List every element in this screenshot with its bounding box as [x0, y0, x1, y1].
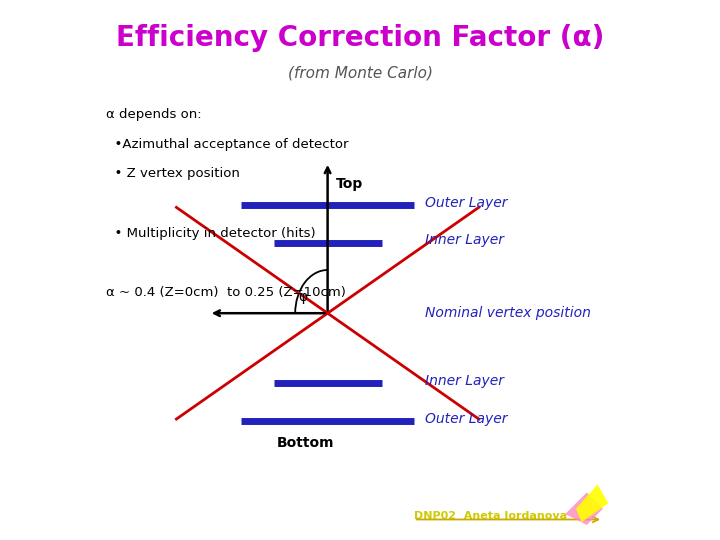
- Text: (from Monte Carlo): (from Monte Carlo): [287, 65, 433, 80]
- Text: φ: φ: [299, 290, 308, 304]
- Text: Inner Layer: Inner Layer: [425, 233, 504, 247]
- Text: •Azimuthal acceptance of detector: •Azimuthal acceptance of detector: [107, 138, 348, 151]
- Text: α depends on:: α depends on:: [107, 108, 202, 121]
- Text: Inner Layer: Inner Layer: [425, 374, 504, 388]
- Text: DNP02  Aneta Iordanova: DNP02 Aneta Iordanova: [414, 511, 567, 521]
- Text: Outer Layer: Outer Layer: [425, 195, 508, 210]
- Text: Top: Top: [336, 177, 363, 191]
- Text: Nominal vertex position: Nominal vertex position: [425, 306, 590, 320]
- Text: Bottom: Bottom: [277, 436, 335, 450]
- Text: Outer Layer: Outer Layer: [425, 411, 508, 426]
- Text: α ~ 0.4 (Z=0cm)  to 0.25 (Z=10cm): α ~ 0.4 (Z=0cm) to 0.25 (Z=10cm): [107, 286, 346, 299]
- Polygon shape: [576, 484, 608, 522]
- Polygon shape: [565, 492, 603, 525]
- Text: • Z vertex position: • Z vertex position: [107, 167, 240, 180]
- Text: • Multiplicity in detector (hits): • Multiplicity in detector (hits): [107, 227, 316, 240]
- Text: Efficiency Correction Factor (α): Efficiency Correction Factor (α): [116, 24, 604, 52]
